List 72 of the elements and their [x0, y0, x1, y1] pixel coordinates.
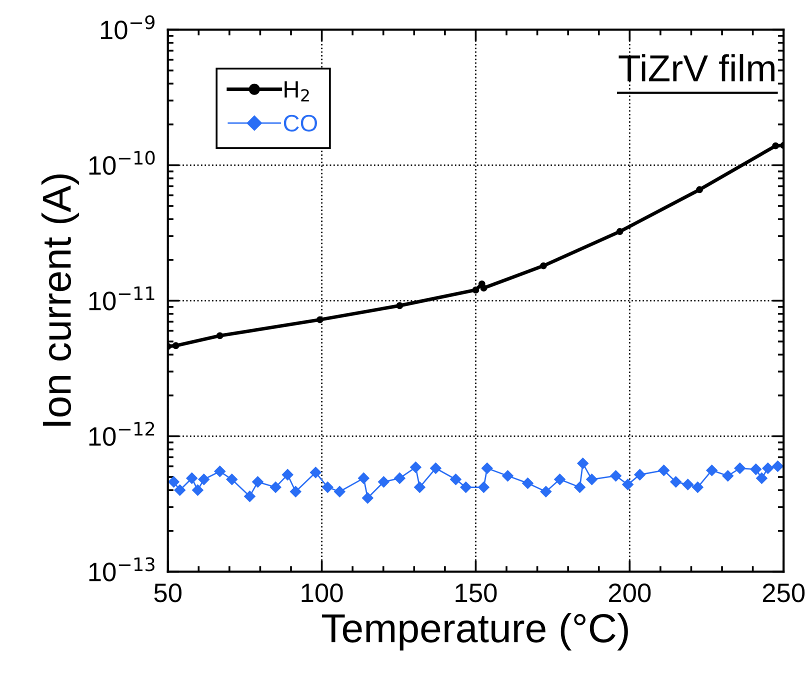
point [252, 476, 264, 488]
point [414, 482, 426, 493]
point [540, 486, 552, 498]
point [574, 482, 586, 493]
x-axis-title: Temperature (°C) [322, 612, 628, 651]
point [670, 476, 682, 488]
y-axis-title: Ion current (A) [41, 174, 79, 426]
point [358, 472, 370, 484]
point [480, 284, 488, 292]
point [762, 462, 774, 474]
point [577, 458, 588, 470]
point [586, 474, 598, 486]
point [482, 462, 493, 474]
point [554, 474, 566, 486]
x-tick-label: 50 [154, 584, 182, 602]
point [322, 482, 334, 493]
point [616, 228, 624, 236]
point [168, 476, 180, 488]
point [186, 472, 198, 484]
point [658, 464, 670, 476]
y-tick-label: 10$^{−12}$ [89, 422, 154, 446]
point [198, 474, 210, 486]
point [334, 486, 346, 498]
point [316, 316, 324, 324]
point [362, 492, 374, 504]
point [622, 478, 634, 490]
point [472, 286, 480, 294]
point [722, 470, 734, 482]
text: TiZrV film [618, 54, 774, 82]
point [634, 469, 646, 480]
point [172, 342, 180, 350]
point [270, 482, 282, 493]
y-tick-label: 10$^{−11}$ [89, 286, 154, 310]
legend-label: H$_{2}$ [284, 81, 309, 102]
point [450, 474, 462, 486]
point [756, 472, 768, 484]
point [696, 186, 704, 194]
point [610, 470, 622, 482]
point [410, 462, 422, 473]
point [282, 469, 294, 480]
point [772, 460, 784, 472]
x-tick-label: 100 [302, 584, 343, 602]
y-tick-label: 10$^{−10}$ [89, 150, 155, 175]
point [706, 464, 718, 476]
point [174, 484, 186, 496]
point [394, 472, 406, 484]
point [396, 302, 404, 310]
y-tick-label: 10$^{−9}$ [100, 15, 154, 40]
point [692, 482, 704, 493]
point [540, 262, 547, 270]
point [460, 482, 472, 493]
point [750, 464, 762, 475]
point [522, 478, 534, 489]
x-tick-label: 150 [456, 584, 497, 602]
point [216, 332, 224, 340]
point [734, 462, 746, 474]
point [378, 476, 390, 488]
point [430, 462, 442, 474]
point [478, 482, 490, 493]
point [214, 466, 226, 478]
x-tick-label: 250 [762, 584, 805, 602]
point [502, 470, 514, 482]
point [290, 486, 302, 498]
point [772, 142, 780, 150]
y-tick-label: 10$^{−13}$ [89, 557, 154, 582]
point [192, 484, 204, 496]
point [682, 478, 694, 490]
point [310, 466, 322, 478]
x-tick-label: 200 [608, 584, 651, 602]
point [226, 474, 238, 486]
legend-label: CO [284, 114, 318, 132]
point [244, 490, 256, 502]
